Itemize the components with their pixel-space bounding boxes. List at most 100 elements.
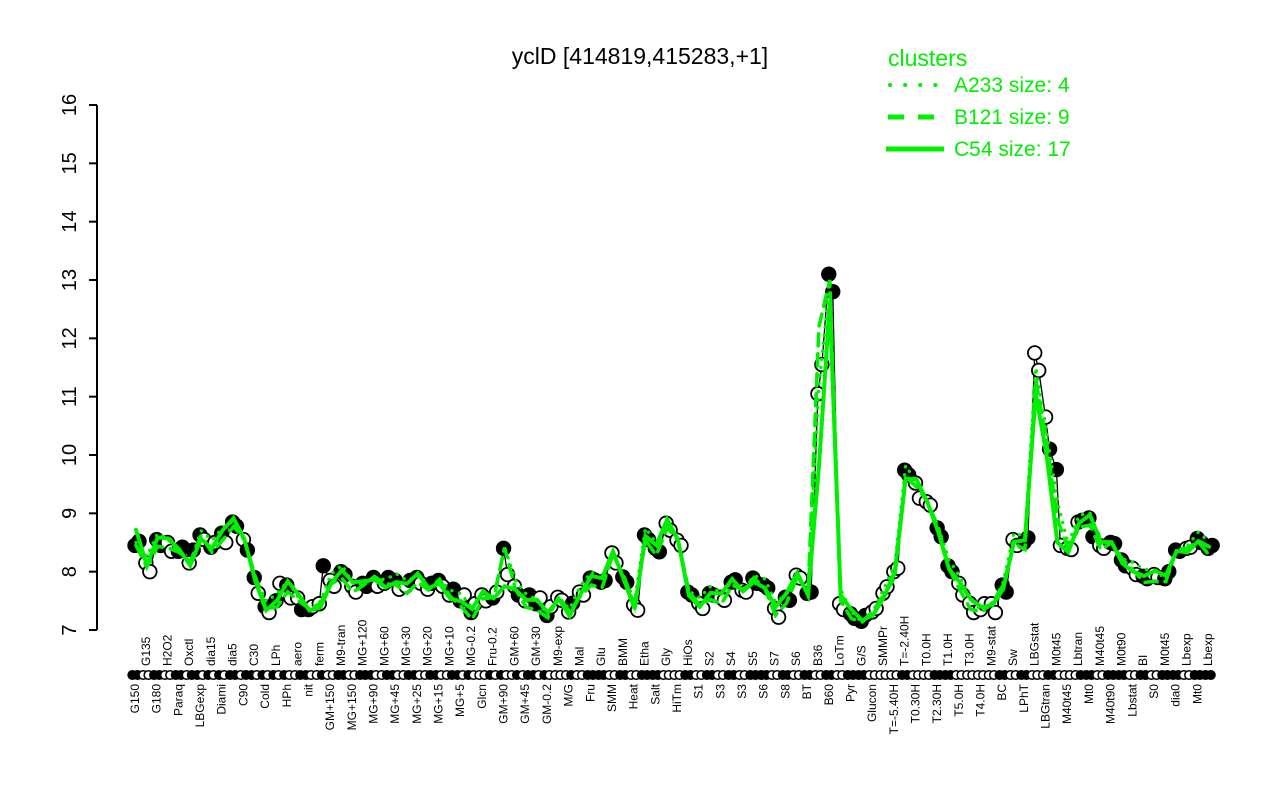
x-condition-label: HPh <box>280 684 294 707</box>
x-condition-label: Paraq <box>171 684 185 716</box>
x-condition-label: G150 <box>128 684 142 714</box>
x-condition-label: Lbexp <box>1179 633 1193 666</box>
y-tick-label: 12 <box>59 327 81 349</box>
condition-rug-marks <box>127 669 1216 681</box>
x-condition-label: HiTm <box>670 684 684 713</box>
x-condition-label: Heat <box>627 683 641 709</box>
x-condition-label: SMM <box>605 684 619 712</box>
x-condition-label: M0t90 <box>1114 632 1128 666</box>
x-condition-label: GM+60 <box>507 626 521 666</box>
x-condition-label: M40t90 <box>1104 684 1118 724</box>
x-condition-label: T=-5.40H <box>887 684 901 734</box>
y-tick-label: 14 <box>59 211 81 233</box>
x-condition-label: LoTm <box>833 635 847 666</box>
x-condition-label: Gly <box>659 648 673 666</box>
data-point-open <box>1027 345 1043 361</box>
x-condition-label: S5 <box>746 651 760 666</box>
x-condition-label: BI <box>1136 655 1150 666</box>
x-condition-label: Diami <box>215 684 229 715</box>
x-condition-label: G/S <box>854 645 868 666</box>
x-condition-label: GM+30 <box>529 626 543 666</box>
x-condition-label: MG+25 <box>410 684 424 724</box>
x-condition-label: MG+150 <box>345 684 359 731</box>
x-condition-label: GM-0.2 <box>540 684 554 724</box>
x-condition-label: M9-tran <box>334 625 348 666</box>
x-condition-label: S4 <box>724 651 738 666</box>
x-condition-label: Mt0 <box>1190 684 1204 704</box>
x-condition-label: MG+60 <box>377 626 391 666</box>
x-condition-label: Lbexp <box>1201 633 1215 666</box>
x-condition-label: G135 <box>139 636 153 666</box>
cluster-legend: clusters A233 size: 4 B121 size: 9 C54 s… <box>886 45 1071 161</box>
x-condition-label: Sw <box>1006 649 1020 666</box>
x-condition-label: S7 <box>768 651 782 666</box>
x-condition-label: MG-0.2 <box>464 626 478 666</box>
x-condition-label: S6 <box>757 684 771 699</box>
x-condition-label: M40t45 <box>1060 684 1074 724</box>
x-condition-label: Etha <box>637 641 651 666</box>
y-tick-label: 8 <box>59 566 81 577</box>
x-condition-label: Oxctl <box>182 639 196 666</box>
cluster-curve-C54 <box>134 303 1212 623</box>
y-tick-label: 10 <box>59 444 81 466</box>
x-condition-label: LBGexp <box>193 684 207 728</box>
x-condition-label: Mal <box>572 647 586 666</box>
x-condition-label: M/G <box>562 684 576 707</box>
x-condition-label: T1.0H <box>941 633 955 666</box>
x-condition-label: M9-exp <box>551 626 565 666</box>
x-condition-label: MG+120 <box>356 619 370 666</box>
x-condition-label: Glu <box>594 647 608 666</box>
x-condition-label: S6 <box>789 651 803 666</box>
cluster-curve-B121 <box>134 279 1211 624</box>
data-point-open <box>1031 362 1047 379</box>
x-condition-label: C90 <box>236 684 250 706</box>
x-condition-label: BC <box>995 684 1009 701</box>
y-tick-label: 15 <box>59 152 81 174</box>
x-condition-label: T0.0H <box>919 633 933 666</box>
x-condition-label: T5.0H <box>952 684 966 717</box>
x-condition-label: Cold <box>258 684 272 709</box>
x-condition-label: Glcn <box>475 684 489 709</box>
x-condition-label: T2.30H <box>930 684 944 723</box>
x-axis-labels: G150 G135 G180 H2O2 Paraq Oxctl LBGexp dia15 Dia… <box>128 616 1215 735</box>
x-condition-label: MG+5 <box>453 684 467 717</box>
plot-title: yclD [414819,415283,+1] <box>512 43 768 69</box>
x-condition-label: Salt <box>648 683 662 704</box>
x-condition-label: T=-2.40H <box>898 616 912 666</box>
x-condition-label: LPhT <box>1017 683 1031 712</box>
x-condition-label: MG+30 <box>399 626 413 666</box>
x-condition-label: dia0 <box>1169 684 1183 707</box>
x-condition-label: S3 <box>713 684 727 699</box>
x-condition-label: T4.0H <box>974 684 988 717</box>
rug-filled-circle <box>1205 669 1216 681</box>
y-tick-label: 13 <box>59 269 81 291</box>
x-condition-label: Fru <box>583 684 597 702</box>
x-condition-label: H2O2 <box>161 634 175 666</box>
x-condition-label: M40t45 <box>1093 626 1107 666</box>
x-condition-label: dia15 <box>204 636 218 666</box>
x-condition-label: LPh <box>269 645 283 666</box>
y-tick-label: 9 <box>59 508 81 519</box>
x-condition-label: MG+90 <box>366 684 380 724</box>
x-condition-label: HiOs <box>681 639 695 666</box>
y-tick-label: 11 <box>59 386 81 407</box>
x-condition-label: LBGtran <box>1039 684 1053 729</box>
x-condition-label: Fru-0.2 <box>486 627 500 666</box>
x-condition-label: S1 <box>692 684 706 699</box>
x-condition-label: B36 <box>811 644 825 666</box>
x-condition-label: M9-stat <box>984 625 998 666</box>
x-condition-label: LBGstat <box>1028 622 1042 666</box>
x-condition-label: nit <box>301 683 315 696</box>
x-condition-label: MG+20 <box>421 626 435 666</box>
x-condition-label: S8 <box>778 684 792 699</box>
legend-entry-b121: B121 size: 9 <box>954 106 1070 129</box>
x-condition-label: MG+45 <box>388 684 402 724</box>
x-condition-label: Glucon <box>865 684 879 722</box>
x-condition-label: Lbtran <box>1071 632 1085 666</box>
y-tick-label: 16 <box>59 94 81 116</box>
x-condition-label: ferm <box>312 642 326 666</box>
x-condition-label: Pyr <box>843 684 857 702</box>
x-condition-label: SMMPr <box>876 626 890 666</box>
